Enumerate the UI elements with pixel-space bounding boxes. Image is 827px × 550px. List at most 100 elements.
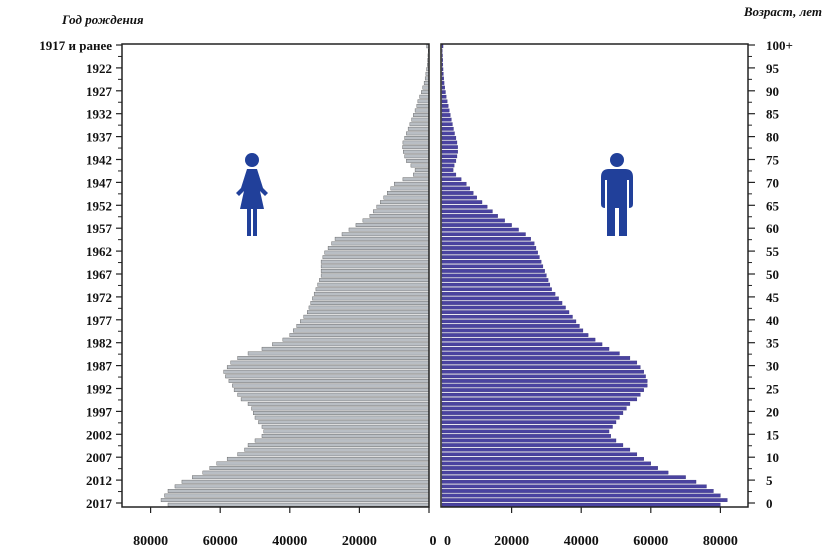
male-bar bbox=[441, 402, 631, 406]
male-bar bbox=[441, 392, 641, 397]
female-bar bbox=[289, 333, 430, 337]
female-bar bbox=[373, 209, 430, 214]
left-plot-border bbox=[121, 43, 430, 508]
female-bar bbox=[331, 241, 430, 246]
male-bar bbox=[441, 241, 535, 246]
female-bar bbox=[181, 479, 430, 484]
female-bar bbox=[244, 447, 430, 452]
year-tick-label: 1967 bbox=[86, 267, 113, 282]
female-bar bbox=[167, 489, 430, 493]
male-bar bbox=[441, 108, 450, 113]
male-bar bbox=[441, 328, 584, 333]
female-bar bbox=[390, 186, 430, 191]
male-bar bbox=[441, 232, 526, 237]
female-bar bbox=[414, 108, 430, 113]
female-bar bbox=[362, 218, 430, 223]
year-tick-label: 1977 bbox=[86, 313, 113, 328]
male-bar bbox=[441, 104, 449, 108]
age-tick-label: 0 bbox=[766, 496, 773, 511]
female-bar bbox=[247, 401, 430, 406]
female-bar bbox=[315, 287, 430, 292]
male-bar bbox=[441, 181, 467, 186]
male-bar bbox=[441, 149, 458, 154]
year-tick-label: 2012 bbox=[86, 473, 112, 488]
male-bar bbox=[441, 58, 443, 62]
female-bar bbox=[402, 140, 430, 145]
male-bar bbox=[441, 200, 483, 204]
x-tick-label-left: 40000 bbox=[272, 534, 307, 549]
male-bar bbox=[441, 287, 552, 292]
female-bar bbox=[272, 342, 430, 347]
right-axis-title: Возраст, лет bbox=[743, 4, 822, 19]
female-bar bbox=[160, 498, 430, 503]
female-bar bbox=[414, 168, 430, 172]
age-tick-label: 5 bbox=[766, 473, 773, 488]
male-bar bbox=[441, 140, 458, 145]
male-bar bbox=[441, 209, 493, 214]
male-bar bbox=[441, 99, 448, 104]
female-bar bbox=[341, 232, 430, 237]
year-tick-label: 1972 bbox=[86, 290, 112, 305]
female-bar bbox=[383, 195, 430, 200]
male-bar bbox=[441, 502, 721, 507]
male-bar bbox=[441, 131, 455, 136]
male-bar bbox=[441, 223, 512, 227]
left-axis-title: Год рождения bbox=[61, 12, 144, 27]
female-bar bbox=[402, 177, 430, 182]
year-tick-label: 1937 bbox=[86, 130, 113, 145]
female-bar bbox=[376, 204, 430, 209]
female-bar bbox=[419, 94, 430, 99]
male-bar bbox=[441, 255, 540, 260]
right-plot-border bbox=[440, 43, 749, 508]
female-bar bbox=[404, 154, 430, 159]
male-bar bbox=[441, 369, 644, 374]
female-bar bbox=[263, 429, 430, 434]
male-bar bbox=[441, 186, 470, 191]
x-tick-label-right: 20000 bbox=[494, 534, 529, 549]
male-bar bbox=[441, 154, 458, 159]
age-tick-label: 95 bbox=[766, 61, 780, 76]
female-bar bbox=[228, 379, 430, 383]
age-tick-label: 25 bbox=[766, 382, 780, 397]
male-bar bbox=[441, 452, 638, 457]
female-bar bbox=[216, 461, 430, 466]
axis-ticks: 1917 и ранее 1922 1927 1932 1937 1942 1947 1952… bbox=[39, 38, 793, 549]
male-bar bbox=[441, 85, 445, 90]
male-bar bbox=[441, 195, 477, 200]
male-bar bbox=[441, 337, 596, 342]
male-bar bbox=[441, 383, 648, 388]
female-bar bbox=[403, 149, 430, 154]
male-bar bbox=[441, 493, 721, 498]
female-bar bbox=[387, 191, 430, 195]
female-bar bbox=[417, 99, 430, 104]
female-bar bbox=[320, 264, 430, 269]
female-bar bbox=[409, 122, 430, 127]
male-bar bbox=[441, 117, 452, 122]
female-bar bbox=[413, 172, 430, 177]
female-bar bbox=[411, 117, 430, 122]
female-bar bbox=[327, 246, 430, 250]
male-bar bbox=[441, 420, 617, 425]
year-tick-label: 1997 bbox=[86, 404, 113, 419]
female-bar bbox=[226, 365, 430, 370]
age-tick-label: 100+ bbox=[766, 38, 793, 53]
female-bar bbox=[355, 223, 430, 227]
age-tick-label: 90 bbox=[766, 84, 779, 99]
male-bar bbox=[441, 145, 458, 149]
female-bar bbox=[317, 282, 430, 287]
age-tick-label: 60 bbox=[766, 221, 779, 236]
male-bar bbox=[441, 296, 559, 301]
male-bar bbox=[441, 81, 445, 85]
female-bar bbox=[296, 324, 430, 328]
female-bar bbox=[230, 360, 430, 365]
age-tick-label: 70 bbox=[766, 175, 779, 190]
male-bar bbox=[441, 163, 455, 168]
male-bar bbox=[441, 90, 446, 94]
male-bar bbox=[441, 443, 624, 447]
male-bar bbox=[441, 415, 620, 420]
female-bar bbox=[261, 346, 430, 351]
female-bar bbox=[413, 113, 430, 117]
male-bar bbox=[441, 406, 627, 411]
male-bar bbox=[441, 159, 457, 163]
